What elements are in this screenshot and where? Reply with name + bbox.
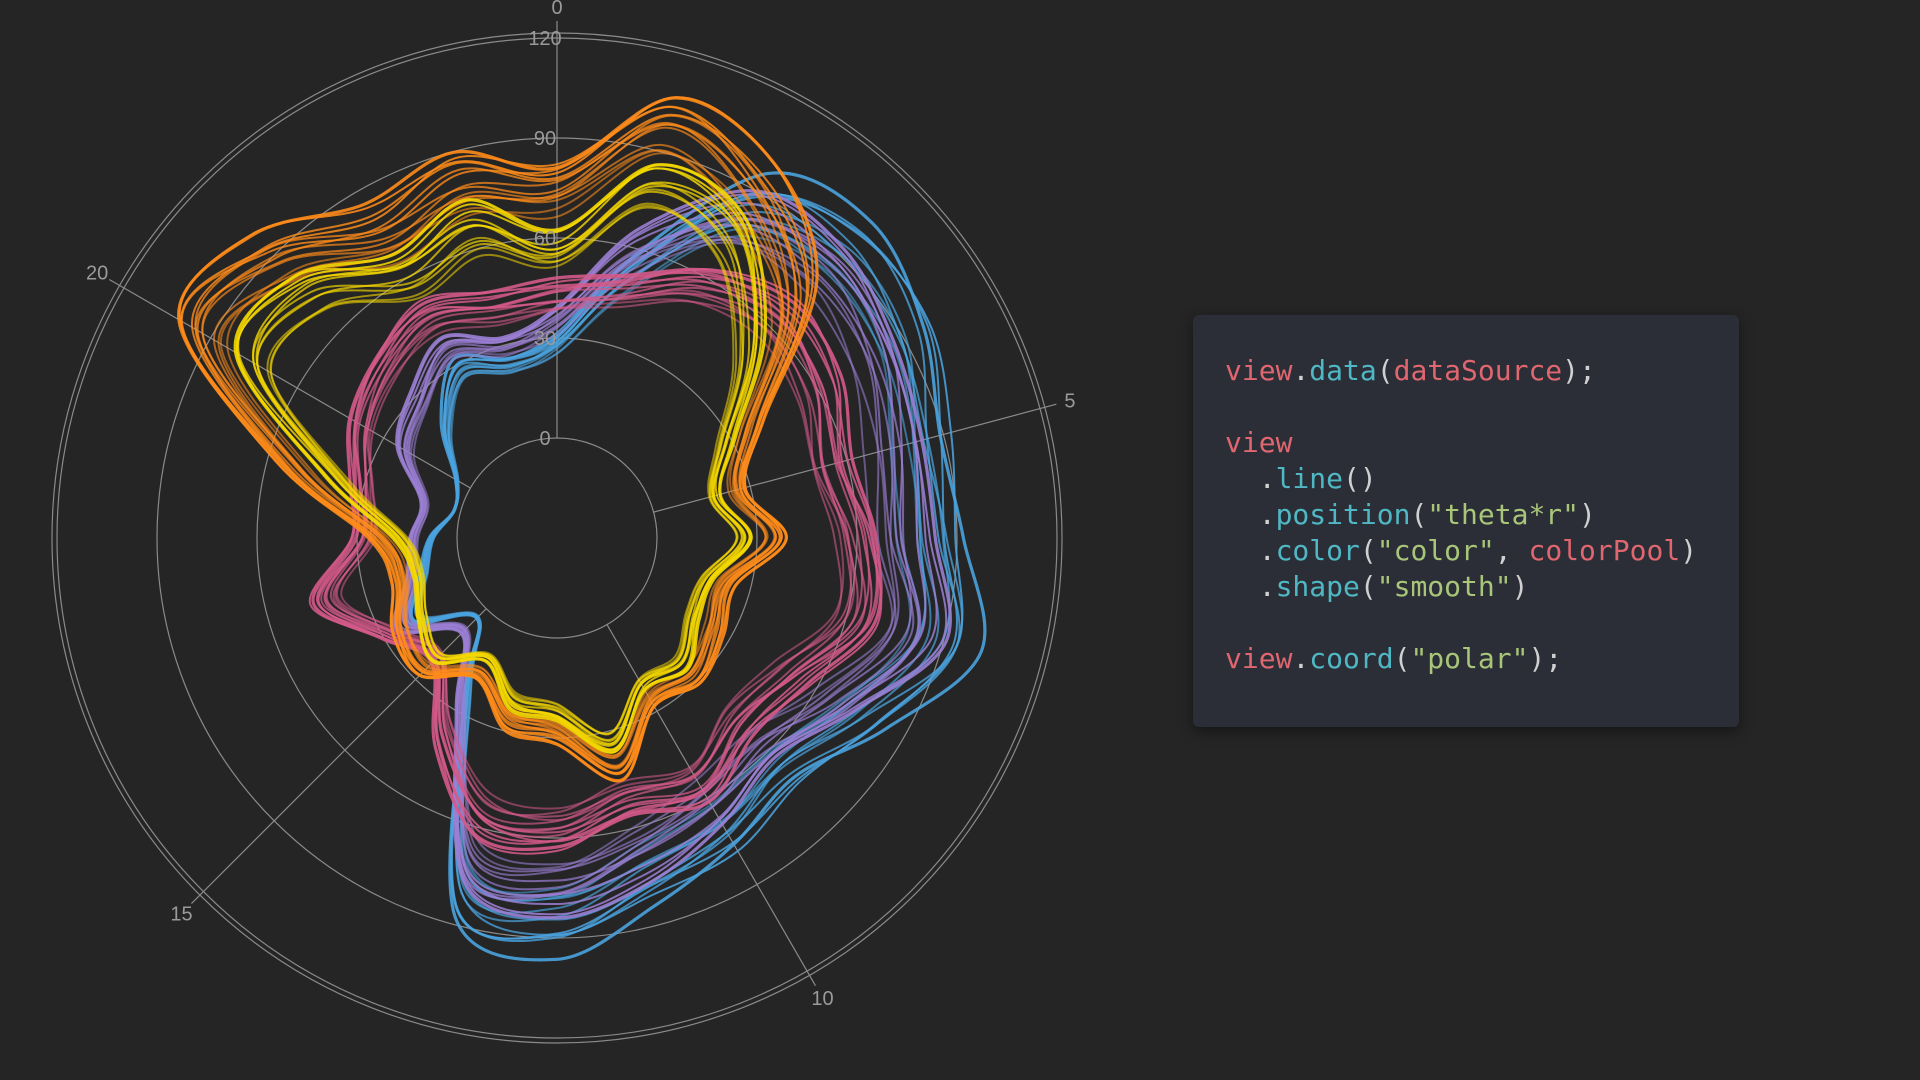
series-group	[308, 267, 883, 855]
code-line-coord: view.coord("polar");	[1225, 641, 1739, 677]
theta-tick-label: 5	[1064, 391, 1075, 413]
code-line-data: view.data(dataSource);	[1225, 353, 1739, 389]
polar-line-chart: 0 5 10 15 20 0 30 60 90 120	[51, 0, 1075, 1044]
series-line	[266, 202, 739, 736]
series-line	[180, 106, 798, 775]
code-token: .	[1292, 642, 1310, 675]
code-token: dataSource	[1393, 354, 1563, 387]
series-line	[201, 126, 784, 767]
code-token: "theta*r"	[1427, 498, 1580, 531]
code-token: colorPool	[1528, 534, 1681, 567]
code-token: coord	[1309, 642, 1394, 675]
code-token: shape	[1275, 570, 1360, 603]
code-token: .	[1225, 570, 1276, 603]
code-token: ()	[1343, 462, 1377, 495]
code-token: .	[1292, 354, 1310, 387]
series-line	[320, 280, 867, 838]
axis-labels: 0 5 10 15 20 0 30 60 90 120	[86, 0, 1075, 1010]
series-group	[392, 189, 952, 920]
code-token: "smooth"	[1376, 570, 1512, 603]
series-line	[392, 189, 952, 920]
series-line	[177, 96, 819, 783]
code-token: )	[1511, 570, 1529, 603]
series-line	[403, 222, 915, 891]
series-line	[404, 171, 987, 962]
series-line	[236, 167, 763, 752]
code-token: "polar"	[1410, 642, 1529, 675]
series-lines	[177, 96, 987, 962]
series-line	[336, 299, 843, 816]
r-tick-label: 60	[534, 228, 556, 250]
code-token: .	[1225, 498, 1276, 531]
code-line-shape: .shape("smooth")	[1225, 569, 1739, 605]
code-token: .	[1225, 462, 1276, 495]
code-panel: view.data(dataSource); view .line() .pos…	[1193, 315, 1739, 727]
theta-tick-label: 10	[811, 988, 833, 1010]
series-line	[408, 241, 894, 871]
code-token: line	[1275, 462, 1344, 495]
series-group	[233, 163, 767, 754]
code-line-blank	[1225, 605, 1739, 641]
r-tick-label: 0	[539, 428, 550, 450]
series-line	[308, 267, 883, 855]
code-token: (	[1359, 570, 1377, 603]
code-token: );	[1562, 354, 1596, 387]
code-line-line: .line()	[1225, 461, 1739, 497]
series-group	[177, 96, 819, 783]
code-token: .	[1225, 534, 1276, 567]
series-line	[311, 267, 883, 852]
code-token: (	[1410, 498, 1428, 531]
code-token: )	[1680, 534, 1698, 567]
code-token: view	[1225, 426, 1293, 459]
code-token: ,	[1494, 534, 1529, 567]
series-line	[256, 190, 751, 741]
code-line-view: view	[1225, 425, 1739, 461]
code-token: );	[1528, 642, 1563, 675]
series-line	[194, 114, 797, 774]
code-token: (	[1359, 534, 1377, 567]
series-line	[401, 218, 920, 898]
code-token: view	[1225, 642, 1293, 675]
theta-tick-label: 20	[86, 263, 108, 285]
code-token: )	[1579, 498, 1596, 531]
code-token: (	[1376, 354, 1394, 387]
r-tick-label: 120	[528, 28, 561, 50]
code-line-blank	[1225, 389, 1739, 425]
series-line	[233, 163, 767, 754]
code-token: data	[1309, 354, 1377, 387]
theta-tick-label: 0	[551, 0, 562, 19]
code-token: color	[1275, 534, 1360, 567]
series-line	[340, 298, 845, 810]
series-line	[317, 271, 878, 843]
code-token: "color"	[1376, 534, 1495, 567]
code-token: position	[1275, 498, 1411, 531]
r-tick-label: 30	[534, 328, 556, 350]
r-grid-circle	[456, 437, 658, 639]
theta-tick-label: 15	[170, 903, 192, 925]
code-line-color: .color("color", colorPool)	[1225, 533, 1739, 569]
code-token: view	[1225, 354, 1293, 387]
series-line	[201, 123, 790, 770]
code-token: (	[1393, 642, 1411, 675]
code-line-position: .position("theta*r")	[1225, 497, 1739, 533]
r-tick-label: 90	[534, 128, 556, 150]
